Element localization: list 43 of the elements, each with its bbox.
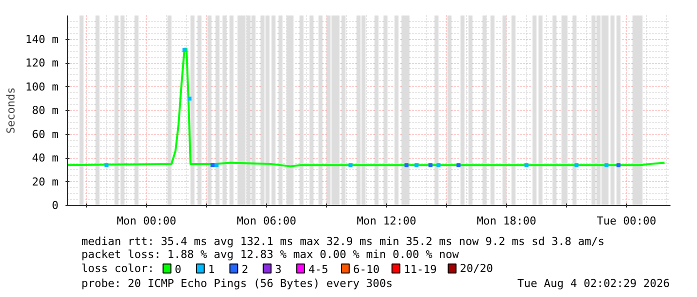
point [604, 163, 608, 168]
point [616, 163, 620, 168]
point [188, 96, 192, 101]
legend-label: 11-19 [404, 263, 437, 276]
x-tick-label: Tue 00:00 [596, 214, 656, 228]
point [348, 163, 352, 168]
point [104, 163, 108, 168]
y-axis-title: Seconds [4, 87, 18, 134]
y-tick-label: 60 m [32, 128, 59, 141]
y-tick-label: 80 m [32, 104, 59, 117]
point [214, 163, 218, 168]
x-tick-label: Mon 00:00 [116, 214, 176, 228]
x-tick-label: Mon 18:00 [476, 214, 536, 228]
line-series [68, 48, 666, 168]
point [456, 163, 460, 168]
y-tick-label: 120 m [25, 56, 59, 70]
y-tick-label: 40 m [32, 152, 59, 164]
legend-label: 2 [242, 263, 248, 276]
point [414, 163, 418, 168]
y-tick-label: 100 m [25, 80, 59, 94]
legend-label: 20/20 [460, 262, 494, 275]
text: probe: 20 ICMP Echo Pings (56 Bytes) every 300s [81, 277, 393, 290]
point [404, 163, 408, 168]
legend-label: 1 [208, 263, 215, 276]
text: median rtt: 35.4 ms avg 132.1 ms max 32.9 ms min 35.2 ms now 9.2 ms sd 3.8 am/s [81, 235, 605, 248]
point [210, 163, 214, 168]
point [436, 163, 440, 168]
legend-label: 6-10 [353, 263, 380, 276]
x-tick-label: Mon 12:00 [356, 214, 416, 228]
point [182, 48, 186, 52]
y-tick-label: 0 [52, 199, 58, 212]
point [574, 163, 578, 168]
legend-label: 3 [274, 263, 282, 276]
legend-label: 0 [174, 263, 182, 276]
text: Tue Aug 4 02:02:29 2026 [517, 277, 670, 290]
y-tick-label: 140 m [25, 32, 59, 46]
y-tick-label: 20 m [32, 175, 59, 188]
legend-title: loss color: [81, 262, 154, 275]
x-tick-label: Mon 06:00 [236, 214, 296, 228]
point [428, 163, 432, 168]
legend-label: 4-5 [308, 263, 328, 276]
point [524, 163, 528, 168]
text: packet loss: 1.88 % avg 12.83 % max 0.00 % min 0.00 % now [81, 248, 460, 261]
